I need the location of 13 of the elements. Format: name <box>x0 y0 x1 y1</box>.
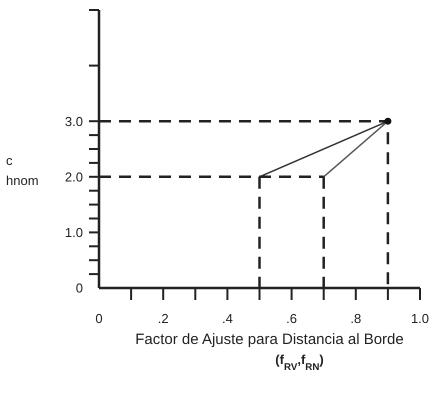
y-tick-label: 2.0 <box>64 169 83 184</box>
x-axis-title: Factor de Ajuste para Distancia al Borde <box>135 331 404 348</box>
x-tick-label: .6 <box>286 311 298 326</box>
y-axis-title: c hnom <box>6 153 39 188</box>
y-tick-label: 0 <box>76 280 83 296</box>
y-tick-label: 1.0 <box>64 224 83 240</box>
x-tick-label: 0 <box>95 311 103 326</box>
text: (f$_{RV}$,f$_{RN}$) <box>275 352 324 372</box>
y-tick-label: 3.0 <box>64 114 83 129</box>
x-tick-label: .2 <box>158 311 169 326</box>
x-tick-label: 1.0 <box>410 311 430 326</box>
x-tick-label: .4 <box>222 311 233 326</box>
x-tick-label: .8 <box>350 311 362 326</box>
